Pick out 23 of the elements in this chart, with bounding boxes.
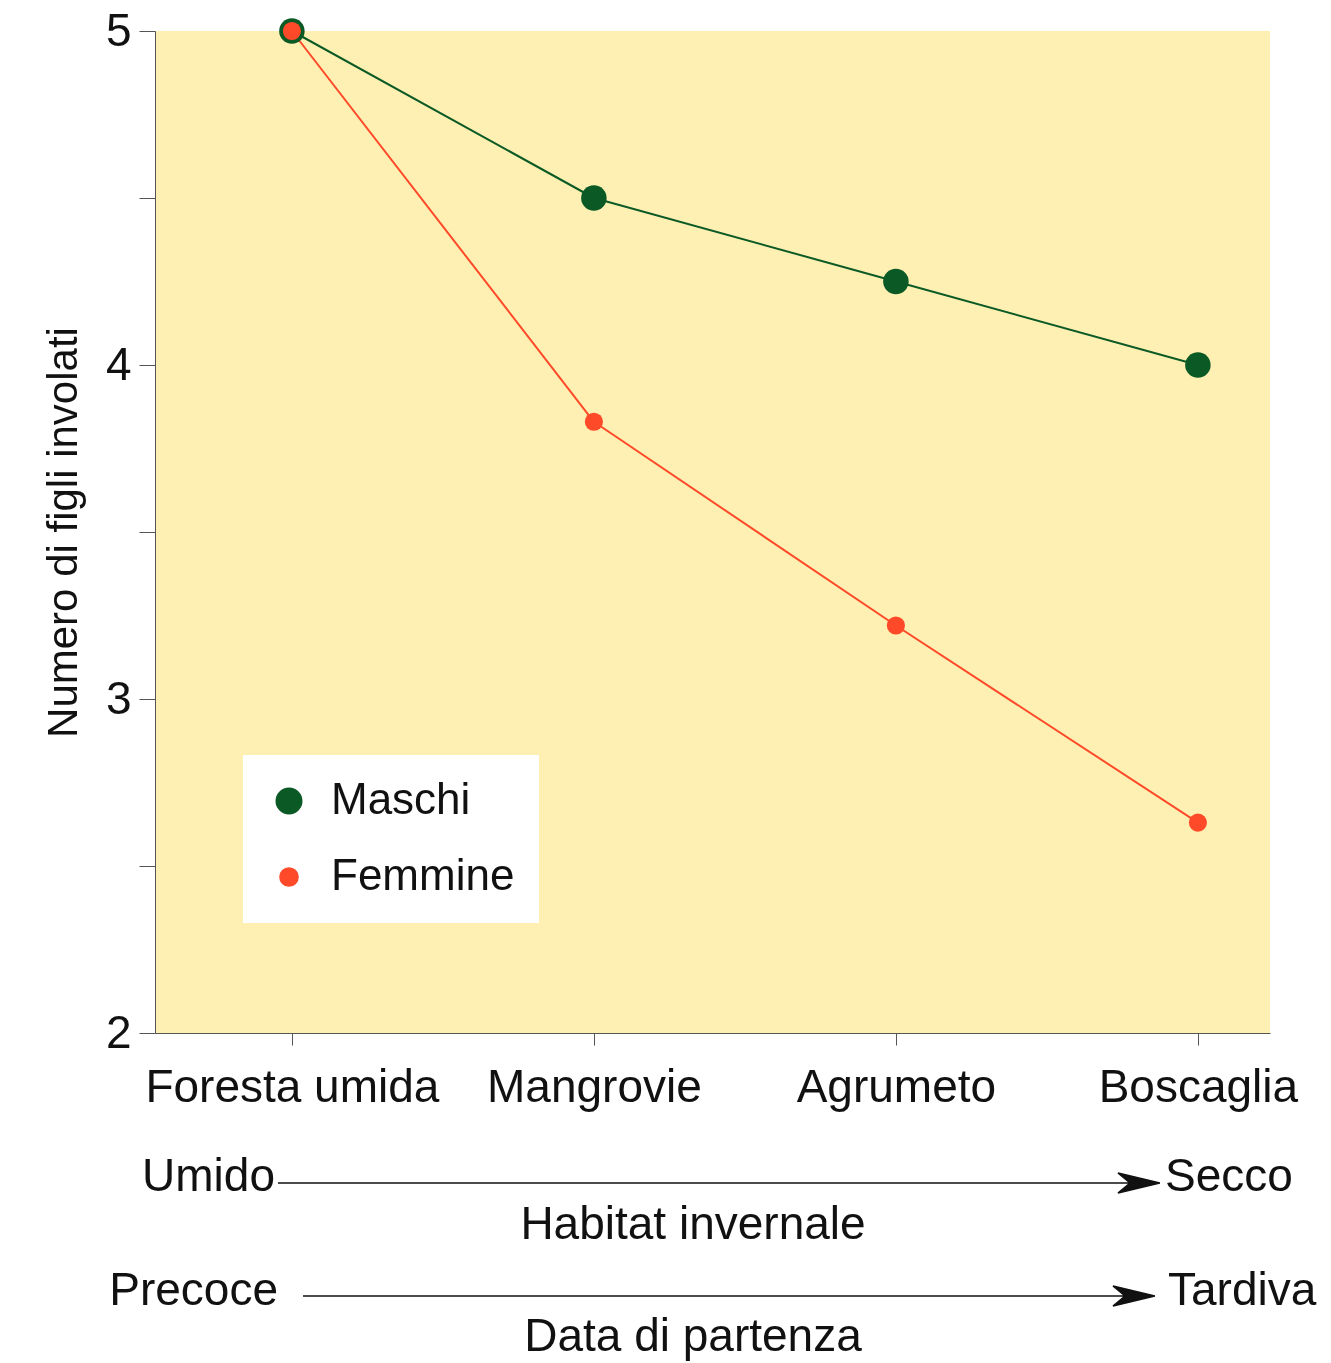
legend-label: Maschi — [331, 774, 471, 823]
legend-label: Femmine — [331, 850, 515, 899]
x-tick-label: Boscaglia — [1098, 1059, 1299, 1112]
point — [581, 185, 607, 211]
y-tick-label: 3 — [105, 671, 132, 724]
x-tick-label: Mangrovie — [487, 1059, 702, 1112]
text: Habitat invernale — [520, 1197, 866, 1249]
point — [1185, 352, 1211, 378]
text: Secco — [1165, 1149, 1293, 1201]
y-tick-label: 2 — [105, 1005, 132, 1058]
point — [584, 412, 603, 431]
text: Umido — [142, 1149, 275, 1201]
y-axis-title: Numero di figli involati — [38, 327, 86, 738]
text: Precoce — [109, 1263, 278, 1315]
x-tick-label: Agrumeto — [796, 1059, 997, 1112]
x-tick-label: Foresta umida — [145, 1059, 440, 1112]
y-tick-label: 5 — [105, 3, 132, 56]
point — [1188, 813, 1207, 832]
text: Data di partenza — [524, 1309, 862, 1361]
text: Tardiva — [1168, 1263, 1317, 1315]
y-tick-label: 4 — [105, 337, 132, 390]
point — [886, 616, 905, 635]
point — [883, 268, 909, 295]
